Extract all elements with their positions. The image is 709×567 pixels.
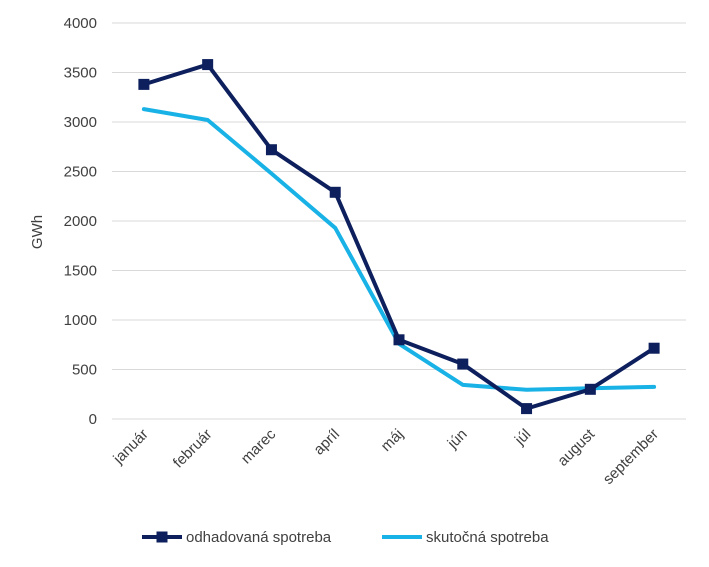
y-tick-label: 1500 (64, 263, 97, 280)
data-point-marker (584, 383, 596, 395)
x-tick-label: jún (444, 426, 471, 453)
legend-label: skutočná spotreba (426, 529, 549, 546)
x-tick-label: august (554, 425, 598, 469)
data-point-marker (138, 78, 150, 90)
legend-swatch-marker (156, 531, 168, 543)
x-tick-label: júl (511, 426, 534, 449)
series-line-1 (141, 107, 657, 392)
x-tick-label: marec (238, 425, 280, 467)
legend-label: odhadovaná spotreba (186, 529, 332, 546)
data-point-marker (393, 334, 405, 346)
x-tick-label: apríl (310, 426, 343, 459)
y-tick-label: 2000 (64, 213, 97, 230)
y-tick-label: 3500 (64, 65, 97, 82)
y-tick-label: 1000 (64, 312, 97, 329)
y-tick-label: 2500 (64, 164, 97, 181)
y-tick-label: 4000 (64, 15, 97, 32)
x-tick-labels: január február marec apríl máj jún júl august se… (110, 425, 662, 488)
data-point-marker (202, 59, 214, 71)
x-tick-label: február (170, 426, 216, 472)
series-line-0 (141, 62, 657, 411)
x-tick-label: január (110, 426, 152, 468)
data-point-marker (521, 403, 533, 415)
y-axis-title: GWh (29, 215, 46, 249)
gridlines (112, 22, 686, 420)
y-tick-label: 3000 (64, 114, 97, 131)
data-point-marker (648, 342, 660, 354)
x-tick-label: máj (378, 426, 407, 455)
y-tick-label: 0 (89, 411, 97, 428)
data-point-marker (329, 186, 341, 198)
data-point-marker (265, 144, 277, 156)
series-lines (138, 59, 660, 415)
y-tick-labels: 0 500 1000 1500 2000 2500 3000 3500 4000 (64, 15, 97, 428)
x-tick-label: september (600, 426, 662, 488)
legend: odhadovaná spotreba skutočná spotreba (142, 529, 549, 546)
data-point-marker (457, 358, 469, 370)
y-tick-label: 500 (72, 362, 97, 379)
